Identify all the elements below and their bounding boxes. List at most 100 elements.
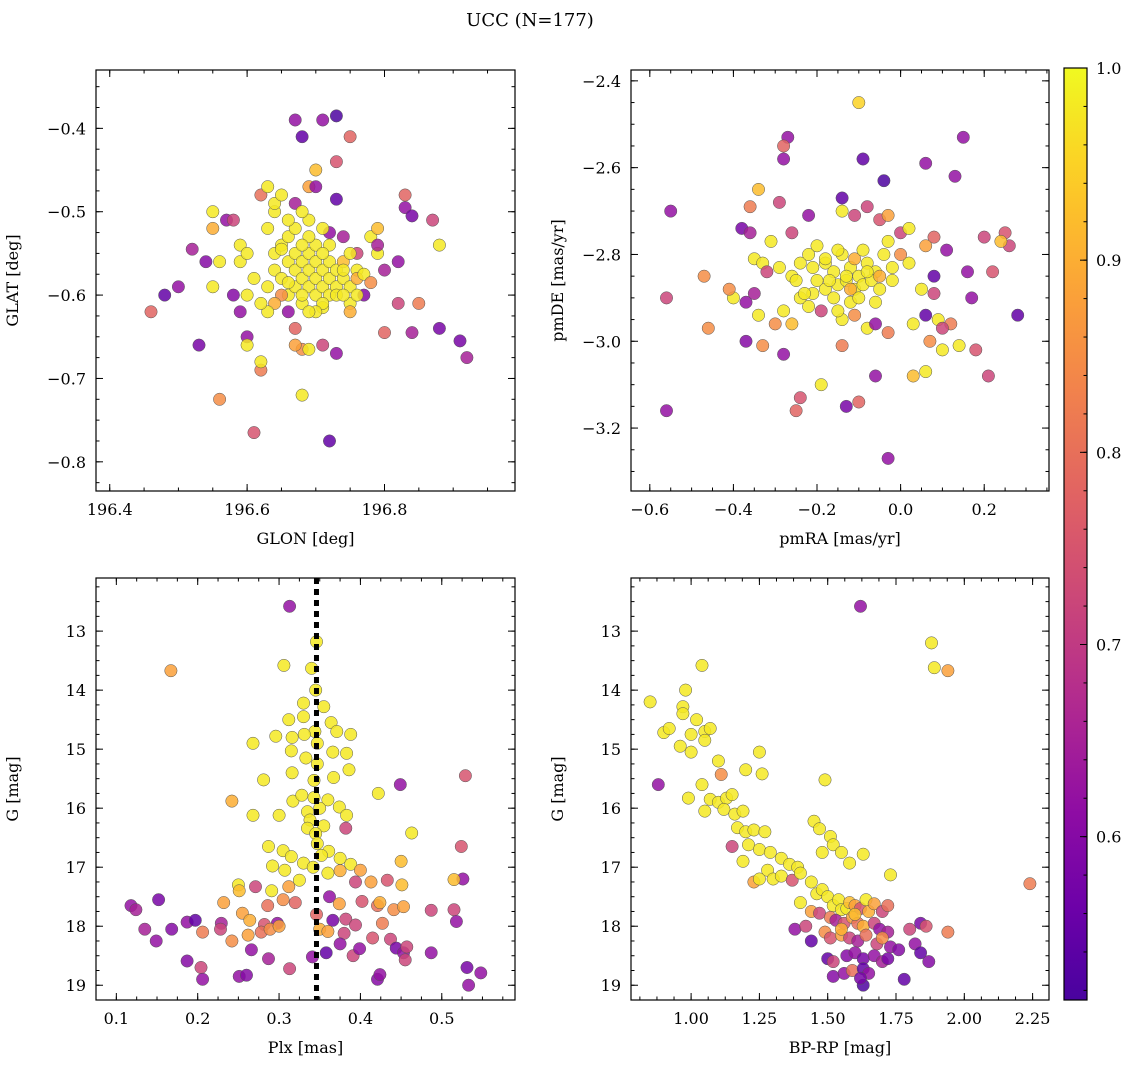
data-point: [199, 255, 213, 269]
data-point: [327, 771, 341, 784]
data-point: [785, 226, 799, 240]
data-point: [268, 196, 282, 210]
data-point: [165, 922, 179, 936]
data-point: [275, 188, 288, 202]
data-point: [835, 204, 849, 218]
data-point: [447, 903, 461, 917]
data-point: [714, 768, 728, 781]
data-point: [213, 255, 227, 269]
data-point: [814, 378, 828, 392]
data-point: [326, 745, 340, 759]
colorbar-tick-label: 0.7: [1096, 635, 1121, 654]
data-point: [375, 916, 389, 930]
data-point: [856, 243, 870, 257]
data-point: [323, 434, 336, 448]
data-point: [739, 295, 753, 309]
data-point: [275, 242, 288, 256]
data-point: [398, 953, 412, 967]
data-point: [185, 242, 199, 256]
data-point: [881, 234, 895, 248]
data-point: [329, 192, 343, 206]
data-point: [739, 334, 753, 348]
y-tick-label: −0.5: [47, 203, 86, 222]
data-point: [684, 727, 698, 741]
data-point: [138, 922, 152, 936]
data-point: [371, 786, 385, 800]
data-point: [458, 769, 472, 783]
data-point: [373, 968, 387, 982]
data-point: [206, 221, 220, 235]
y-tick-label: 18: [66, 917, 86, 936]
data-point: [149, 934, 163, 948]
data-point: [752, 308, 765, 322]
data-point: [897, 972, 911, 986]
data-point: [793, 866, 807, 880]
data-point: [395, 878, 409, 892]
data-point: [206, 280, 220, 294]
data-point: [956, 130, 970, 144]
data-point: [449, 915, 463, 928]
data-point: [371, 238, 385, 252]
data-point: [777, 139, 791, 153]
data-point: [333, 864, 347, 878]
data-point: [254, 296, 268, 310]
data-point: [755, 767, 769, 781]
data-point: [424, 946, 438, 960]
y-axis-label: G [mag]: [3, 756, 22, 821]
data-point: [344, 727, 358, 741]
data-point: [192, 338, 206, 352]
data-point: [873, 282, 887, 296]
data-point: [447, 873, 461, 887]
data-point: [935, 321, 949, 335]
y-axis-label: G [mag]: [548, 756, 567, 821]
data-point: [869, 317, 882, 331]
data-point: [364, 875, 378, 889]
data-point: [380, 873, 394, 887]
data-point: [965, 291, 979, 305]
data-point: [398, 188, 412, 202]
data-point: [881, 451, 895, 465]
data-point: [188, 913, 202, 927]
x-tick-label: 196.6: [224, 500, 270, 519]
data-point: [892, 943, 906, 957]
data-point: [171, 280, 185, 294]
data-point: [815, 845, 829, 859]
data-point: [281, 276, 295, 290]
data-point: [848, 208, 862, 222]
data-point: [711, 754, 725, 768]
data-point: [292, 873, 306, 887]
data-point: [798, 287, 811, 300]
data-point: [793, 391, 807, 405]
data-point: [848, 308, 862, 322]
data-point: [906, 369, 920, 383]
data-point: [397, 900, 410, 914]
data-point: [881, 899, 895, 913]
y-tick-label: 19: [66, 976, 86, 995]
data-point: [329, 109, 343, 123]
data-point: [860, 265, 874, 279]
data-point: [698, 733, 712, 747]
data-point: [262, 952, 275, 966]
data-point: [272, 919, 286, 933]
data-point: [763, 845, 777, 859]
data-point: [405, 326, 419, 340]
data-point: [232, 884, 246, 898]
data-point: [321, 793, 335, 807]
data-point: [240, 968, 253, 982]
data-point: [758, 825, 772, 839]
y-tick-label: 16: [601, 799, 621, 818]
data-point: [651, 778, 665, 792]
data-point: [736, 804, 750, 818]
x-tick-label: 1.75: [878, 1009, 914, 1028]
data-point: [810, 239, 824, 253]
data-point: [676, 707, 690, 721]
data-point: [333, 937, 347, 951]
y-tick-label: −2.4: [582, 72, 621, 91]
data-point: [961, 265, 974, 279]
data-point: [266, 859, 279, 873]
data-point: [969, 343, 983, 357]
data-point: [283, 962, 297, 976]
data-point: [859, 928, 873, 942]
data-point: [412, 296, 426, 310]
data-point: [316, 221, 330, 235]
